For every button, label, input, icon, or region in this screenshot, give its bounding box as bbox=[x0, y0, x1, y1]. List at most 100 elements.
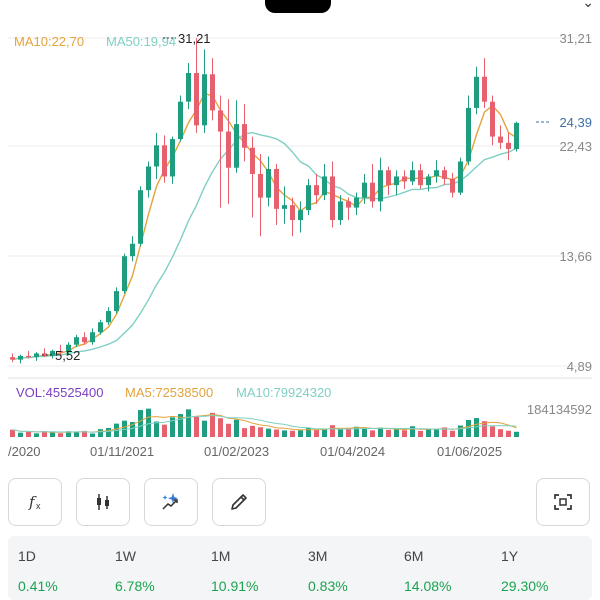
camera-notch bbox=[265, 0, 331, 13]
perf-period-label: 1W bbox=[115, 548, 136, 564]
min-price-marker: 5,52 bbox=[42, 348, 80, 363]
price-axis-label-top: 31,21 bbox=[559, 31, 592, 46]
candle-body bbox=[370, 182, 375, 202]
candle-body bbox=[354, 197, 359, 208]
candle-body bbox=[90, 332, 95, 343]
candle-body bbox=[482, 76, 487, 102]
candle-body bbox=[42, 353, 47, 356]
performance-summary: 1D 0.41% 1W 6.78% 1M 10.91% 3M 0.83% 6M … bbox=[8, 536, 592, 600]
volume-bar bbox=[370, 430, 375, 437]
candle-body bbox=[450, 178, 455, 193]
price-axis-label-bottom: 4,89 bbox=[567, 359, 592, 374]
price-chart[interactable]: MA10:22,70 MA50:19,94 31,21 22,43 13,66 … bbox=[0, 0, 600, 470]
candle-body bbox=[170, 139, 175, 177]
volume-bar bbox=[306, 427, 311, 437]
volume-bar bbox=[50, 432, 55, 437]
volume-bar bbox=[226, 423, 231, 437]
candle-body bbox=[442, 170, 447, 179]
perf-change-value: 0.41% bbox=[18, 578, 58, 594]
date-label: 01/11/2021 bbox=[90, 444, 154, 459]
volume-bar bbox=[298, 430, 303, 437]
ai-analysis-button[interactable] bbox=[144, 478, 198, 526]
candle-body bbox=[178, 101, 183, 140]
candle-body bbox=[458, 161, 463, 193]
volume-ma5-line bbox=[12, 414, 517, 433]
volume-bar bbox=[146, 408, 151, 437]
volume-bar bbox=[362, 427, 367, 437]
candle-body bbox=[266, 168, 271, 198]
candlesticks bbox=[10, 38, 519, 364]
perf-period-label: 3M bbox=[308, 548, 328, 564]
candle-body bbox=[418, 170, 423, 186]
price-axis-label-2: 22,43 bbox=[559, 139, 592, 154]
volume-bar bbox=[354, 426, 359, 437]
volume-bar bbox=[250, 425, 255, 437]
candle-body bbox=[402, 176, 407, 182]
candle-body bbox=[362, 182, 367, 198]
date-label: /2020 bbox=[8, 444, 41, 459]
volume-bar bbox=[234, 419, 239, 437]
max-price-label: 31,21 bbox=[178, 31, 211, 46]
volume-bar bbox=[418, 430, 423, 437]
volume-bar bbox=[66, 431, 71, 437]
volume-bar bbox=[338, 429, 343, 437]
volume-bar bbox=[266, 428, 271, 437]
candle-body bbox=[474, 76, 479, 108]
candle-body bbox=[314, 185, 319, 196]
candle-body bbox=[210, 74, 215, 111]
indicator-function-button[interactable]: f x bbox=[8, 478, 62, 526]
candle-body bbox=[234, 124, 239, 168]
current-price-marker: 24,39 bbox=[536, 115, 592, 130]
volume-bar bbox=[402, 430, 407, 437]
max-price-marker: 31,21 bbox=[163, 31, 211, 46]
candle-body bbox=[410, 170, 415, 182]
volume-bar bbox=[154, 421, 159, 437]
candle-body bbox=[58, 350, 63, 353]
ma-legend: MA10:22,70 MA50:19,94 bbox=[14, 34, 176, 49]
candle-body bbox=[490, 101, 495, 137]
function-fx-icon: f x bbox=[28, 493, 41, 511]
svg-text:x: x bbox=[36, 501, 41, 511]
candle-body bbox=[514, 122, 519, 150]
screenshot-button[interactable] bbox=[536, 478, 590, 526]
candle-body bbox=[10, 357, 15, 360]
volume-bar bbox=[170, 417, 175, 437]
candle-body bbox=[290, 205, 295, 221]
candle-body bbox=[282, 205, 287, 209]
volume-bar bbox=[274, 429, 279, 437]
volume-bar bbox=[74, 431, 79, 437]
candle-body bbox=[226, 131, 231, 168]
chart-type-button[interactable] bbox=[76, 478, 130, 526]
volume-ma10-line bbox=[12, 414, 517, 433]
volume-bar bbox=[466, 419, 471, 437]
perf-change-value: 10.91% bbox=[211, 578, 259, 594]
candle-body bbox=[194, 73, 199, 126]
perf-change-value: 29.30% bbox=[501, 578, 549, 594]
vol-ma10-legend: MA10:79924320 bbox=[236, 385, 331, 400]
volume-bar bbox=[434, 428, 439, 437]
candle-body bbox=[322, 176, 327, 196]
ma50-line bbox=[12, 131, 517, 361]
volume-bar bbox=[242, 428, 247, 437]
ma10-legend: MA10:22,70 bbox=[14, 34, 84, 49]
volume-bar bbox=[514, 431, 519, 437]
volume-bar bbox=[314, 430, 319, 437]
moving-averages bbox=[12, 92, 517, 361]
candle-body bbox=[338, 201, 343, 221]
drawing-tool-button[interactable] bbox=[212, 478, 266, 526]
volume-bar bbox=[450, 430, 455, 437]
volume-bar bbox=[410, 426, 415, 437]
volume-bar bbox=[178, 414, 183, 437]
volume-bar bbox=[106, 427, 111, 437]
volume-bar bbox=[498, 429, 503, 437]
candle-body bbox=[330, 176, 335, 221]
volume-bar bbox=[394, 429, 399, 437]
perf-period-label: 6M bbox=[404, 548, 424, 564]
volume-bar bbox=[442, 427, 447, 437]
date-label: 01/06/2025 bbox=[437, 444, 502, 459]
volume-axis-label: 184134592 bbox=[527, 402, 592, 417]
volume-bar bbox=[290, 430, 295, 437]
candle-body bbox=[130, 243, 135, 257]
candle-body bbox=[162, 145, 167, 177]
date-label: 01/02/2023 bbox=[204, 444, 269, 459]
